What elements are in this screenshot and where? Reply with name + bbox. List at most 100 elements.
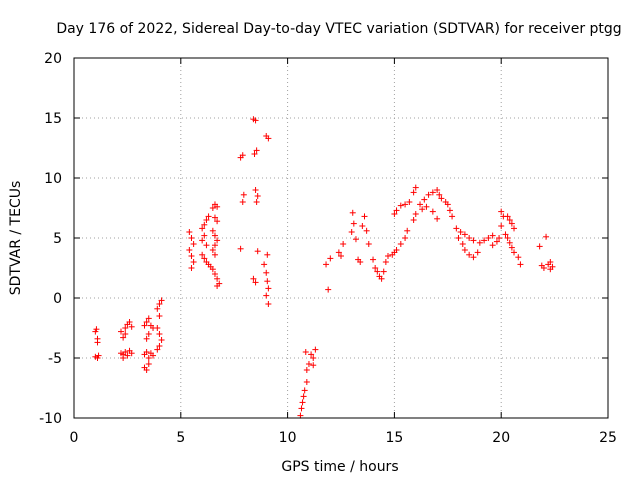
data-point — [434, 215, 441, 222]
data-point — [214, 218, 221, 225]
data-point — [402, 201, 409, 208]
data-point — [158, 297, 165, 304]
data-point — [143, 319, 150, 325]
data-point — [393, 247, 400, 253]
data-point — [143, 367, 150, 373]
data-point — [254, 248, 261, 255]
y-tick-label: 0 — [53, 291, 62, 307]
data-point — [154, 346, 161, 353]
data-point — [365, 241, 372, 247]
axis-ticks: 0 5 10 15 20 25 -10 -5 0 5 10 15 20 — [39, 51, 617, 446]
data-point — [419, 206, 426, 213]
data-point — [515, 254, 522, 261]
data-point — [214, 203, 221, 210]
data-point — [455, 235, 462, 241]
data-point — [252, 187, 259, 193]
data-point — [265, 285, 272, 292]
data-point — [449, 213, 456, 220]
data-point — [323, 261, 330, 268]
data-point — [410, 217, 417, 223]
data-point — [188, 235, 195, 241]
data-point — [502, 231, 509, 238]
data-point — [150, 352, 157, 359]
data-point — [261, 261, 268, 268]
data-point — [154, 325, 161, 331]
data-point — [370, 256, 377, 263]
data-point — [303, 379, 310, 385]
data-point — [421, 196, 428, 203]
data-point — [301, 387, 308, 394]
data-point — [461, 231, 468, 238]
data-point — [453, 225, 460, 232]
data-point — [203, 242, 210, 249]
data-point — [461, 247, 468, 253]
data-point — [325, 286, 332, 293]
data-point — [145, 315, 152, 322]
data-point — [357, 259, 364, 265]
data-point — [199, 251, 206, 258]
data-point — [540, 265, 547, 271]
data-point — [253, 147, 260, 154]
data-point — [190, 259, 197, 265]
x-tick-label: 20 — [492, 430, 510, 446]
data-point — [444, 201, 451, 208]
data-point — [94, 339, 101, 346]
data-point — [209, 247, 216, 253]
y-tick-label: 10 — [44, 171, 62, 187]
data-point — [459, 241, 466, 247]
data-point — [506, 217, 513, 223]
data-point — [302, 349, 309, 355]
data-point — [425, 191, 432, 198]
data-point — [124, 352, 131, 359]
data-point — [122, 349, 129, 355]
data-point — [335, 249, 342, 256]
data-point — [298, 405, 305, 412]
data-point — [209, 227, 216, 234]
data-point — [504, 213, 511, 220]
data-point — [156, 313, 163, 319]
data-point — [504, 235, 511, 241]
data-point — [508, 220, 515, 227]
y-tick-label: -10 — [39, 411, 62, 427]
data-point — [264, 251, 271, 258]
data-point — [214, 283, 221, 289]
data-point — [312, 346, 319, 353]
data-point — [397, 241, 404, 247]
x-tick-label: 25 — [599, 430, 617, 446]
data-point — [239, 199, 246, 205]
data-point — [201, 255, 208, 262]
data-point — [303, 367, 310, 373]
data-point — [412, 184, 419, 191]
data-point — [263, 269, 270, 276]
data-point — [470, 237, 477, 244]
data-point — [190, 241, 197, 247]
data-point — [201, 232, 208, 239]
data-point — [214, 275, 221, 282]
data-point — [264, 278, 271, 285]
data-point — [93, 326, 100, 333]
grid — [74, 58, 608, 418]
data-point — [188, 265, 195, 271]
data-point — [205, 213, 212, 220]
data-point — [438, 195, 445, 202]
data-point — [466, 251, 473, 258]
data-point — [299, 399, 306, 406]
data-point — [254, 193, 261, 199]
data-point — [120, 334, 127, 341]
data-point — [211, 251, 218, 258]
data-point — [397, 202, 404, 209]
data-point — [211, 271, 218, 277]
data-point — [378, 275, 385, 282]
data-point — [128, 350, 135, 357]
data-point — [508, 244, 515, 251]
data-point — [263, 292, 270, 299]
data-point — [251, 151, 258, 157]
data-point — [209, 266, 216, 273]
data-point — [410, 189, 417, 196]
data-point — [252, 117, 259, 124]
x-tick-label: 5 — [176, 430, 185, 446]
data-point — [466, 235, 473, 241]
data-point — [429, 189, 436, 196]
data-point — [145, 355, 152, 361]
data-point — [203, 217, 210, 223]
